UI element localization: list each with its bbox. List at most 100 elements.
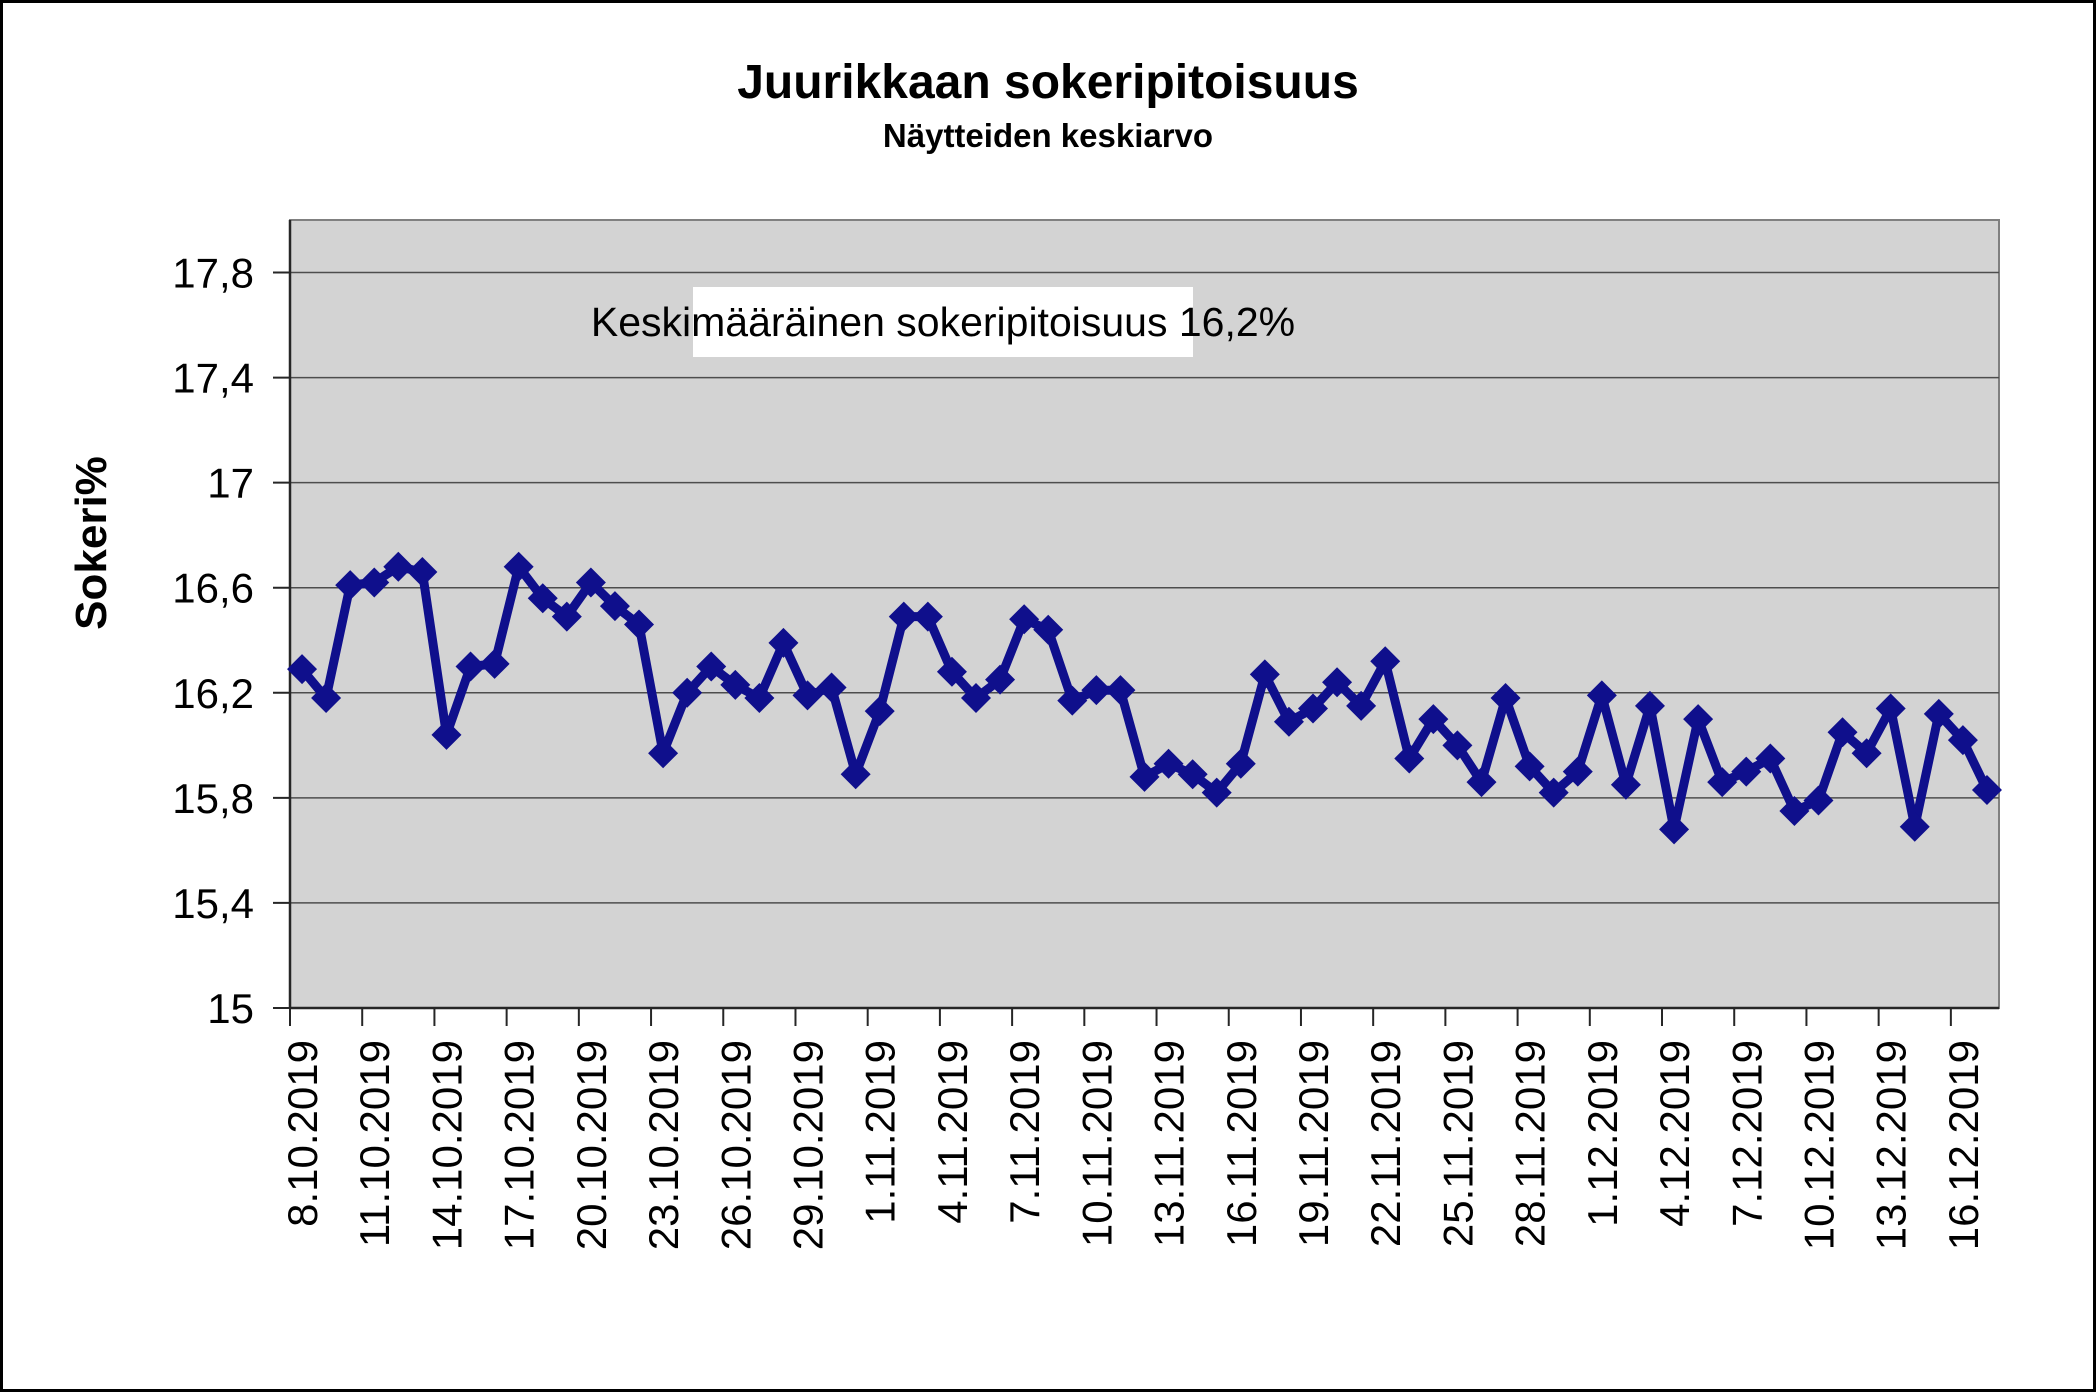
- x-tick-label: 4.12.2019: [1651, 1040, 1698, 1227]
- x-tick-label: 23.10.2019: [640, 1040, 687, 1250]
- data-point-marker: [936, 656, 967, 687]
- data-point-marker: [1971, 774, 2002, 805]
- data-point-marker: [359, 567, 390, 598]
- data-point-marker: [503, 551, 534, 582]
- y-tick-label: 16,6: [172, 565, 254, 612]
- y-tick-label: 17,4: [172, 355, 254, 402]
- data-point-marker: [335, 570, 366, 601]
- data-point-marker: [961, 683, 992, 714]
- data-point-marker: [1923, 698, 1954, 729]
- x-tick-label: 1.12.2019: [1579, 1040, 1626, 1227]
- data-point-marker: [1129, 761, 1160, 792]
- data-point-marker: [527, 583, 558, 614]
- data-point-marker: [1899, 811, 1930, 842]
- data-point-marker: [1659, 814, 1690, 845]
- data-point-marker: [1755, 743, 1786, 774]
- data-point-marker: [912, 601, 943, 632]
- data-point-marker: [1827, 717, 1858, 748]
- data-point-marker: [840, 759, 871, 790]
- data-point-marker: [1875, 693, 1906, 724]
- data-point-marker: [985, 664, 1016, 695]
- plot-svg: 15 15,4 15,8 16,2 16,6 17 17,4 17,8 8.10.2019 11.…: [172, 219, 2002, 1250]
- x-tick-label: 25.11.2019: [1434, 1040, 1481, 1247]
- data-point-marker: [1562, 756, 1593, 787]
- x-tick-label: 14.10.2019: [423, 1040, 470, 1250]
- data-point-marker: [1634, 690, 1665, 721]
- data-point-marker: [1514, 751, 1545, 782]
- x-tick-label: 11.10.2019: [351, 1040, 398, 1247]
- data-point-marker: [1947, 725, 1978, 756]
- x-tick-label: 8.10.2019: [279, 1040, 326, 1227]
- data-point-marker: [383, 551, 414, 582]
- x-tick-label: 13.12.2019: [1868, 1040, 1915, 1250]
- data-point-marker: [1610, 769, 1641, 800]
- data-point-marker: [1779, 796, 1810, 826]
- data-point-marker: [551, 601, 582, 632]
- data-point-marker: [1538, 777, 1569, 808]
- x-tick-label: 20.10.2019: [568, 1040, 615, 1250]
- data-point-marker: [1201, 777, 1232, 808]
- y-tick-label: 16,2: [172, 670, 254, 717]
- data-point-marker: [287, 654, 318, 685]
- data-point-marker: [1466, 767, 1497, 798]
- y-tick-label: 15,4: [172, 880, 254, 927]
- data-point-marker: [648, 738, 679, 769]
- data-point-marker: [1683, 704, 1714, 735]
- data-point-marker: [720, 669, 751, 700]
- data-point-marker: [311, 683, 342, 714]
- data-point-marker: [455, 651, 486, 682]
- data-point-marker: [1249, 659, 1280, 690]
- data-point-marker: [1105, 675, 1136, 706]
- data-point-marker: [1009, 604, 1040, 635]
- data-point-marker: [1418, 704, 1449, 735]
- data-point-marker: [1081, 675, 1112, 706]
- x-tick-label: 16.11.2019: [1218, 1040, 1265, 1247]
- data-point-marker: [1707, 767, 1738, 798]
- data-point-marker: [1586, 680, 1617, 711]
- data-point-marker: [1394, 743, 1425, 774]
- x-tick-label: 13.11.2019: [1146, 1040, 1193, 1247]
- data-point-marker: [1851, 738, 1882, 769]
- data-point-marker: [1297, 693, 1328, 724]
- x-tick-label: 10.12.2019: [1795, 1040, 1842, 1250]
- data-point-marker: [792, 680, 823, 711]
- x-tick-label: 16.12.2019: [1940, 1040, 1987, 1250]
- data-points: [287, 551, 2002, 845]
- data-point-marker: [431, 719, 462, 750]
- data-point-marker: [1370, 646, 1401, 677]
- data-point-marker: [1177, 759, 1208, 790]
- data-point-marker: [768, 627, 799, 658]
- y-tick-label: 17,8: [172, 250, 254, 297]
- x-tick-label: 26.10.2019: [712, 1040, 759, 1250]
- data-point-marker: [1490, 683, 1521, 714]
- chart-title: Juurikkaan sokeripitoisuus: [737, 56, 1359, 109]
- x-tick-label: 29.10.2019: [785, 1040, 832, 1250]
- data-point-marker: [864, 696, 895, 727]
- data-point-marker: [696, 651, 727, 682]
- data-point-marker: [816, 672, 847, 703]
- data-point-marker: [1057, 685, 1088, 716]
- data-point-marker: [1731, 756, 1762, 787]
- data-point-marker: [1346, 690, 1377, 721]
- data-point-marker: [1803, 785, 1834, 816]
- data-point-marker: [1442, 730, 1473, 761]
- data-point-marker: [1322, 667, 1353, 698]
- x-tick-label: 19.11.2019: [1290, 1040, 1337, 1247]
- data-point-marker: [407, 556, 438, 587]
- x-axis: 8.10.2019 11.10.2019 14.10.2019 17.10.2019 2…: [279, 1008, 1987, 1250]
- gridlines: [290, 271, 1999, 904]
- y-tick-label: 15: [207, 985, 254, 1032]
- y-axis: 15 15,4 15,8 16,2 16,6 17 17,4 17,8: [172, 250, 290, 1032]
- average-annotation: Keskimääräinen sokeripitoisuus 16,2%: [591, 287, 1295, 357]
- data-point-marker: [1153, 748, 1184, 779]
- data-point-marker: [575, 567, 606, 598]
- data-point-marker: [1273, 706, 1304, 737]
- data-point-marker: [744, 683, 775, 714]
- data-point-marker: [479, 648, 510, 679]
- data-point-marker: [599, 591, 630, 622]
- data-point-marker: [1033, 614, 1064, 645]
- data-point-marker: [1225, 748, 1256, 779]
- x-tick-label: 28.11.2019: [1507, 1040, 1554, 1247]
- data-point-marker: [672, 677, 703, 708]
